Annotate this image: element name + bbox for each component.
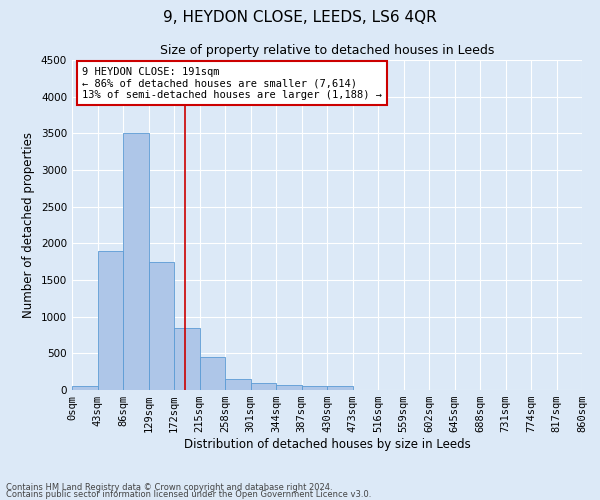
Bar — [97, 250, 123, 390]
Text: 9, HEYDON CLOSE, LEEDS, LS6 4QR: 9, HEYDON CLOSE, LEEDS, LS6 4QR — [163, 10, 437, 25]
Bar — [327, 386, 353, 390]
Y-axis label: Number of detached properties: Number of detached properties — [22, 132, 35, 318]
Bar — [123, 134, 149, 390]
Text: 9 HEYDON CLOSE: 191sqm
← 86% of detached houses are smaller (7,614)
13% of semi-: 9 HEYDON CLOSE: 191sqm ← 86% of detached… — [82, 66, 382, 100]
Bar — [276, 384, 302, 390]
Bar — [225, 378, 251, 390]
Title: Size of property relative to detached houses in Leeds: Size of property relative to detached ho… — [160, 44, 494, 58]
Bar — [302, 386, 327, 390]
Text: Contains public sector information licensed under the Open Government Licence v3: Contains public sector information licen… — [6, 490, 371, 499]
X-axis label: Distribution of detached houses by size in Leeds: Distribution of detached houses by size … — [184, 438, 470, 451]
Bar — [251, 382, 276, 390]
Bar — [72, 386, 97, 390]
Bar — [174, 328, 199, 390]
Text: Contains HM Land Registry data © Crown copyright and database right 2024.: Contains HM Land Registry data © Crown c… — [6, 484, 332, 492]
Bar — [149, 262, 174, 390]
Bar — [199, 357, 225, 390]
